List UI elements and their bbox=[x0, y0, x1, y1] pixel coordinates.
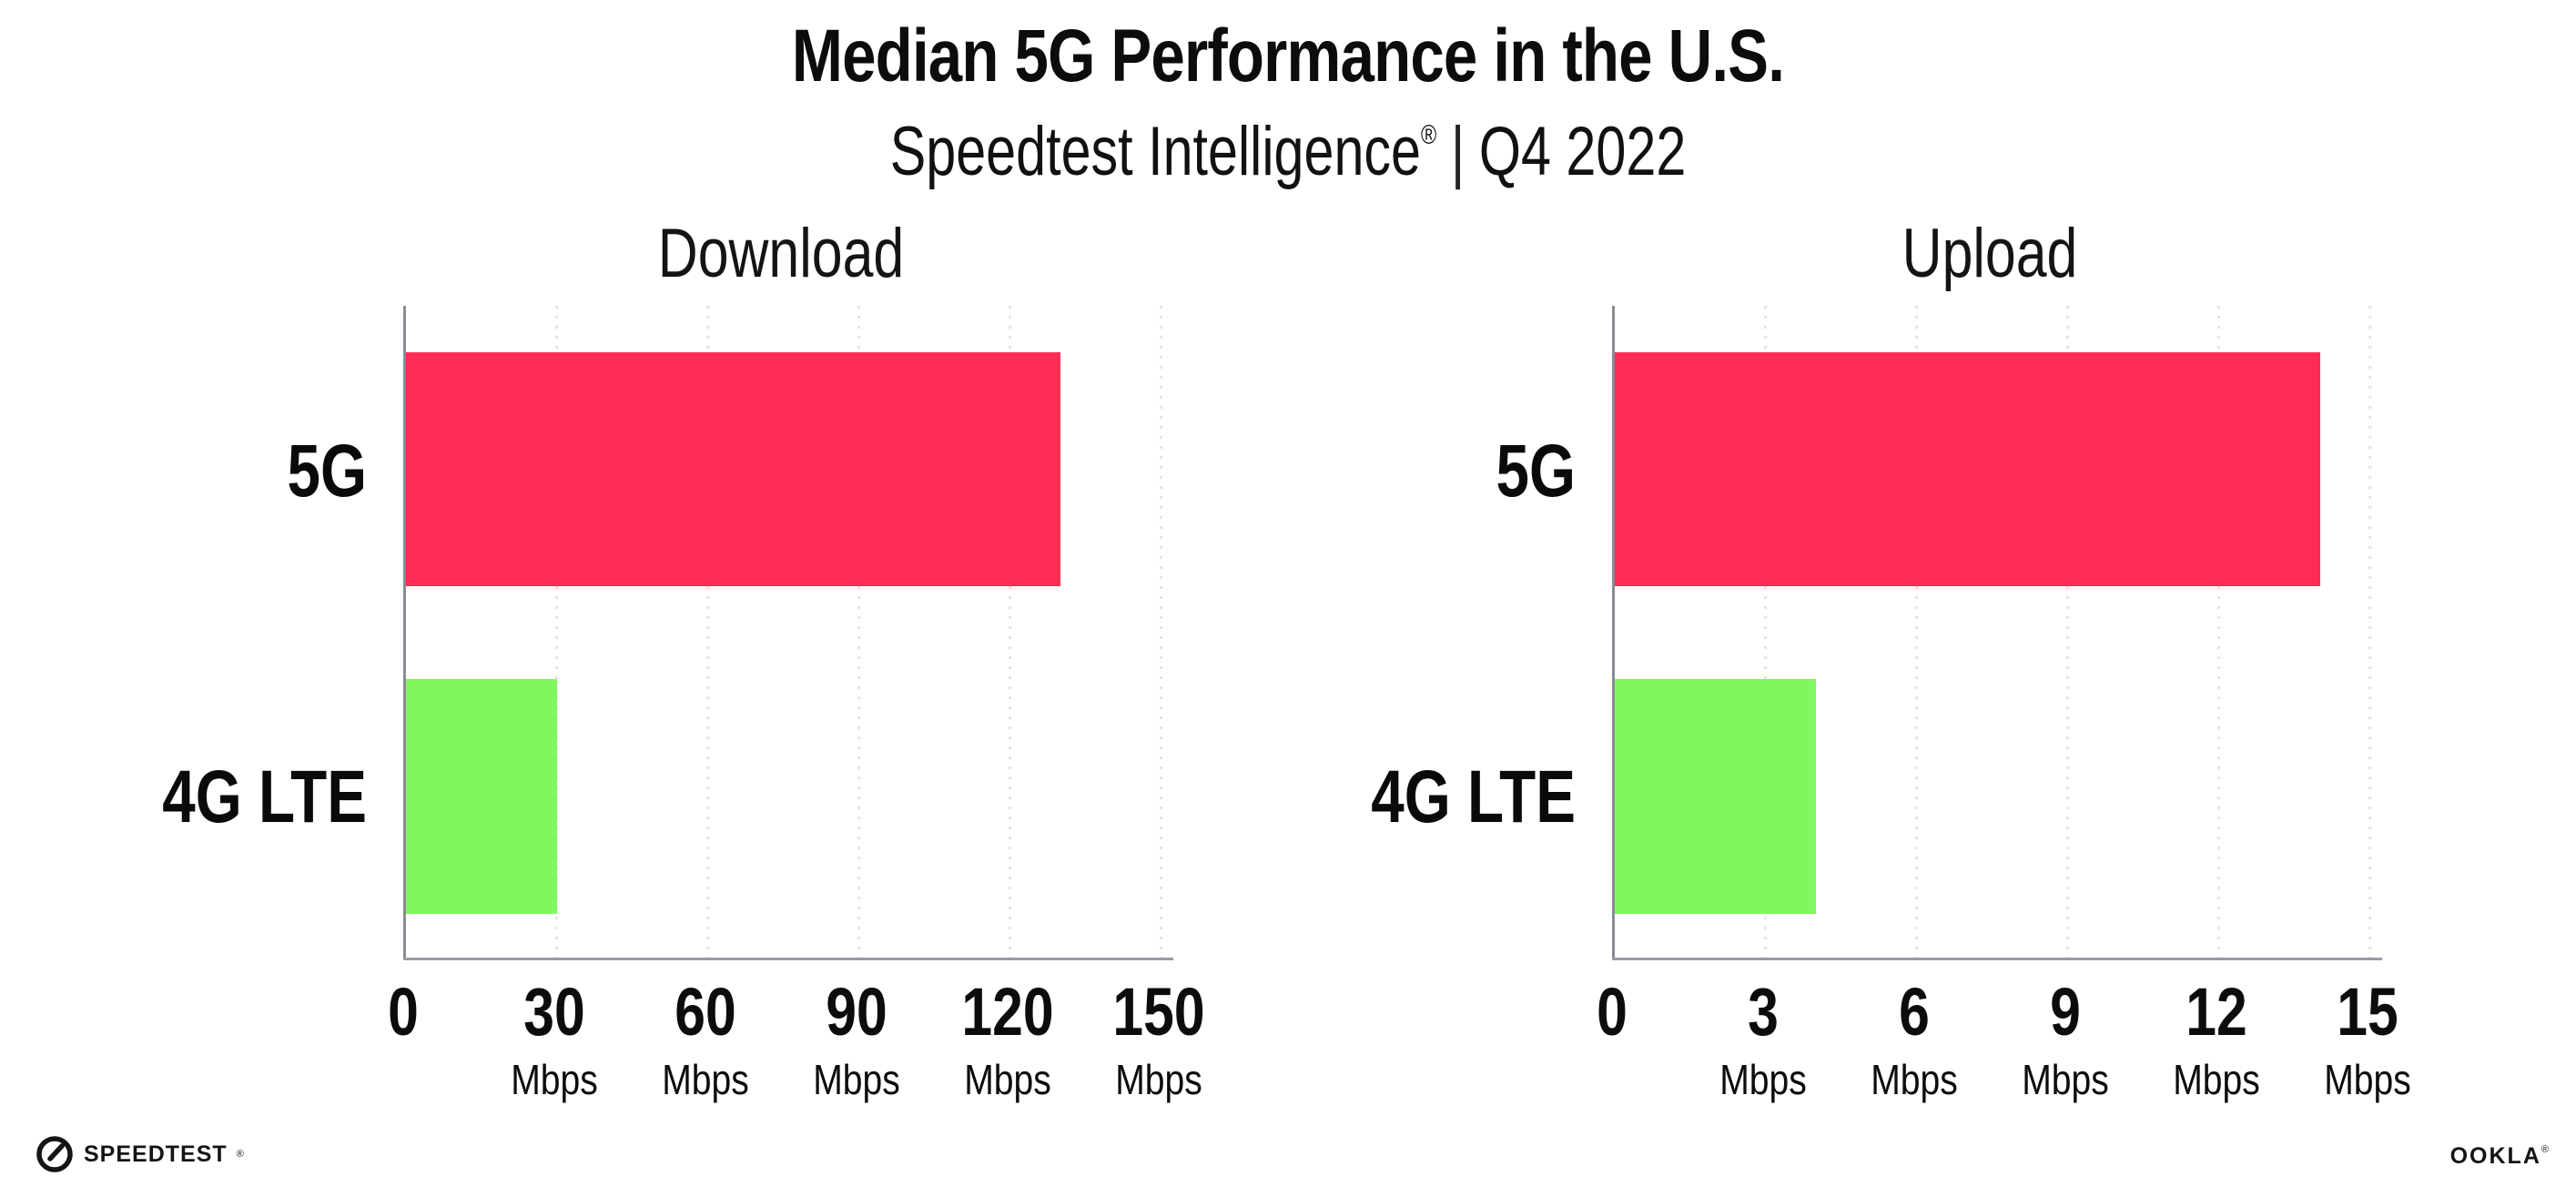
download-5g-bar bbox=[406, 352, 1060, 586]
tick-unit: Mbps bbox=[2022, 1056, 2109, 1103]
gridline bbox=[706, 306, 709, 958]
subtitle-period: Q4 2022 bbox=[1478, 113, 1687, 190]
download-4g-lte-bar bbox=[406, 679, 557, 914]
download-plot-area bbox=[403, 306, 1173, 960]
tick-number: 0 bbox=[1597, 974, 1628, 1050]
gridline bbox=[2066, 306, 2069, 958]
download-tick-120: 120 Mbps bbox=[921, 974, 1094, 1104]
tick-unit: Mbps bbox=[813, 1056, 900, 1103]
tick-number: 12 bbox=[2186, 974, 2247, 1050]
tick-unit: Mbps bbox=[1871, 1056, 1958, 1103]
tick-unit: Mbps bbox=[2324, 1056, 2411, 1103]
upload-5g-bar bbox=[1615, 352, 2320, 586]
tick-number: 30 bbox=[523, 974, 585, 1050]
tick-unit: Mbps bbox=[2173, 1056, 2260, 1103]
upload-4g-lte-bar bbox=[1615, 679, 1816, 914]
tick-unit: Mbps bbox=[511, 1056, 598, 1103]
upload-category-label-5g: 5G bbox=[1496, 430, 1576, 512]
download-tick-90: 90 Mbps bbox=[770, 974, 943, 1104]
upload-tick-3: 3 Mbps bbox=[1677, 974, 1850, 1104]
upload-chart-title: Upload bbox=[1902, 215, 2078, 292]
tick-unit: Mbps bbox=[1115, 1056, 1202, 1103]
speedtest-wordmark: SPEEDTEST bbox=[84, 1141, 228, 1167]
subtitle-brand: Speedtest Intelligence bbox=[889, 113, 1422, 190]
page-subtitle: Speedtest Intelligence® | Q4 2022 bbox=[283, 95, 2292, 193]
download-category-label-4g-lte: 4G LTE bbox=[162, 756, 367, 838]
download-tick-30: 30 Mbps bbox=[468, 974, 641, 1104]
gridline bbox=[1160, 306, 1162, 958]
subtitle-separator: | bbox=[1450, 113, 1465, 190]
upload-tick-6: 6 Mbps bbox=[1828, 974, 2001, 1104]
speedtest-gauge-icon bbox=[35, 1134, 75, 1174]
page-title: Median 5G Performance in the U.S. bbox=[791, 15, 1785, 97]
gridline bbox=[1915, 306, 1918, 958]
upload-category-label-4g-lte: 4G LTE bbox=[1371, 756, 1576, 838]
ookla-wordmark: OOKLA bbox=[2449, 1143, 2541, 1169]
registered-mark: ® bbox=[1421, 120, 1437, 150]
download-tick-60: 60 Mbps bbox=[619, 974, 792, 1104]
gridline bbox=[1009, 306, 1011, 958]
trademark-icon: ® bbox=[236, 1149, 244, 1160]
speedtest-logo: SPEEDTEST ® bbox=[35, 1134, 244, 1174]
x-axis-line bbox=[403, 958, 1173, 960]
tick-number: 3 bbox=[1748, 974, 1779, 1050]
tick-unit: Mbps bbox=[662, 1056, 749, 1103]
gridline bbox=[1764, 306, 1767, 958]
tick-unit: Mbps bbox=[1719, 1056, 1807, 1103]
tick-unit: Mbps bbox=[964, 1056, 1051, 1103]
gridline bbox=[2217, 306, 2220, 958]
upload-tick-0: 0 bbox=[1526, 978, 1699, 1047]
tick-number: 9 bbox=[2050, 974, 2081, 1050]
x-axis-line bbox=[1612, 958, 2382, 960]
gridline bbox=[2368, 306, 2371, 958]
download-tick-150: 150 Mbps bbox=[1072, 974, 1245, 1104]
upload-tick-12: 12 Mbps bbox=[2130, 974, 2303, 1104]
download-tick-0: 0 bbox=[317, 978, 490, 1047]
tick-number: 0 bbox=[388, 974, 419, 1050]
upload-plot-area bbox=[1612, 306, 2382, 960]
tick-number: 120 bbox=[961, 974, 1054, 1050]
tick-number: 150 bbox=[1112, 974, 1205, 1050]
upload-tick-9: 9 Mbps bbox=[1979, 974, 2152, 1104]
tick-number: 15 bbox=[2337, 974, 2399, 1050]
gridline bbox=[555, 306, 558, 958]
ookla-logo: OOKLA® bbox=[2450, 1143, 2549, 1170]
tick-number: 90 bbox=[826, 974, 887, 1050]
registered-icon: ® bbox=[2541, 1144, 2549, 1155]
gridline bbox=[857, 306, 860, 958]
upload-tick-15: 15 Mbps bbox=[2281, 974, 2454, 1104]
tick-number: 6 bbox=[1899, 974, 1930, 1050]
download-category-label-5g: 5G bbox=[287, 430, 367, 512]
download-chart-title: Download bbox=[657, 215, 905, 292]
tick-number: 60 bbox=[674, 974, 736, 1050]
